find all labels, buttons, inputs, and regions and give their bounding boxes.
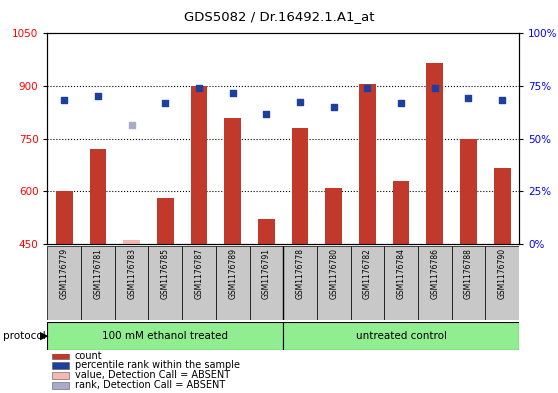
Bar bbox=[56, 191, 73, 244]
Text: protocol: protocol bbox=[3, 331, 46, 341]
Bar bbox=[258, 219, 275, 244]
Point bbox=[498, 97, 507, 103]
Text: count: count bbox=[75, 351, 103, 361]
Point bbox=[195, 84, 204, 91]
Point bbox=[127, 121, 136, 128]
Point bbox=[60, 97, 69, 103]
Text: value, Detection Call = ABSENT: value, Detection Call = ABSENT bbox=[75, 370, 230, 380]
Bar bbox=[451, 246, 485, 320]
Text: GSM1176780: GSM1176780 bbox=[329, 248, 338, 299]
Bar bbox=[216, 246, 249, 320]
Point bbox=[329, 104, 338, 110]
Bar bbox=[81, 246, 115, 320]
Bar bbox=[182, 246, 216, 320]
Bar bbox=[47, 322, 283, 350]
Point bbox=[262, 111, 271, 117]
Text: percentile rank within the sample: percentile rank within the sample bbox=[75, 360, 240, 371]
Bar bbox=[325, 187, 342, 244]
Bar bbox=[350, 246, 384, 320]
Bar bbox=[460, 138, 477, 244]
Bar bbox=[115, 246, 148, 320]
Text: GSM1176784: GSM1176784 bbox=[397, 248, 406, 299]
Text: GDS5082 / Dr.16492.1.A1_at: GDS5082 / Dr.16492.1.A1_at bbox=[184, 10, 374, 23]
Bar bbox=[52, 382, 69, 389]
Text: GSM1176778: GSM1176778 bbox=[296, 248, 305, 299]
Text: GSM1176791: GSM1176791 bbox=[262, 248, 271, 299]
Bar bbox=[148, 246, 182, 320]
Bar bbox=[47, 246, 81, 320]
Bar bbox=[157, 198, 174, 244]
Bar bbox=[317, 246, 350, 320]
Bar bbox=[426, 63, 443, 244]
Bar bbox=[52, 362, 69, 369]
Text: ▶: ▶ bbox=[40, 331, 49, 341]
Point bbox=[363, 84, 372, 91]
Bar bbox=[384, 246, 418, 320]
Point bbox=[161, 100, 170, 107]
Point bbox=[397, 100, 406, 107]
Point bbox=[464, 95, 473, 101]
Bar bbox=[224, 118, 241, 244]
Text: GSM1176786: GSM1176786 bbox=[430, 248, 439, 299]
Bar bbox=[123, 240, 140, 244]
Text: GSM1176781: GSM1176781 bbox=[93, 248, 103, 299]
Text: 100 mM ethanol treated: 100 mM ethanol treated bbox=[102, 331, 228, 341]
Text: GSM1176785: GSM1176785 bbox=[161, 248, 170, 299]
Bar bbox=[292, 128, 309, 244]
Bar bbox=[249, 246, 283, 320]
Bar bbox=[283, 322, 519, 350]
Text: GSM1176789: GSM1176789 bbox=[228, 248, 237, 299]
Text: GSM1176790: GSM1176790 bbox=[498, 248, 507, 299]
Text: GSM1176779: GSM1176779 bbox=[60, 248, 69, 299]
Text: rank, Detection Call = ABSENT: rank, Detection Call = ABSENT bbox=[75, 380, 225, 390]
Text: GSM1176783: GSM1176783 bbox=[127, 248, 136, 299]
Bar bbox=[89, 149, 107, 244]
Bar bbox=[485, 246, 519, 320]
Bar bbox=[283, 246, 317, 320]
Point bbox=[430, 84, 439, 91]
Bar bbox=[393, 180, 410, 244]
Text: GSM1176787: GSM1176787 bbox=[195, 248, 204, 299]
Text: untreated control: untreated control bbox=[355, 331, 446, 341]
Point bbox=[94, 93, 103, 99]
Text: GSM1176782: GSM1176782 bbox=[363, 248, 372, 299]
Bar bbox=[418, 246, 451, 320]
Point bbox=[228, 90, 237, 96]
Bar bbox=[494, 168, 511, 244]
Bar bbox=[359, 84, 376, 244]
Bar bbox=[191, 86, 208, 244]
Bar bbox=[52, 372, 69, 379]
Bar bbox=[52, 352, 69, 359]
Text: GSM1176788: GSM1176788 bbox=[464, 248, 473, 299]
Point bbox=[296, 99, 305, 105]
